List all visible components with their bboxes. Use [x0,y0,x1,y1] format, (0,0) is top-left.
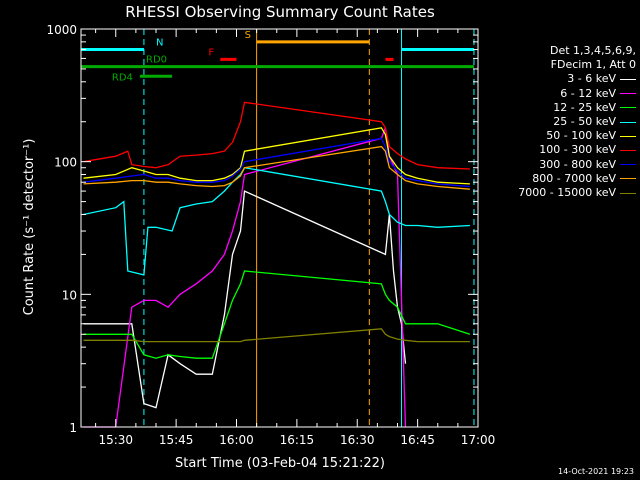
series-line [83,328,470,343]
x-tick-label: 16:15 [280,433,315,447]
legend-label: 100 - 300 keV [539,143,616,157]
legend-label: 12 - 25 keV [553,100,616,114]
x-tick-label: 16:45 [400,433,435,447]
legend-swatch [620,79,636,80]
legend-label: 300 - 800 keV [539,157,616,171]
y-tick-label: 1 [69,421,77,435]
legend-swatch [620,178,636,180]
legend-label: 50 - 100 keV [546,129,616,143]
legend-entry: 100 - 300 keV [476,143,636,157]
y-tick-label: 10 [62,288,77,302]
legend: Det 1,3,4,5,6,9, FDecim 1, Att 0 3 - 6 k… [476,44,636,200]
legend-header-line-1: Det 1,3,4,5,6,9, [549,44,636,57]
flag-bars: N S F RD0 RD4 [81,30,474,83]
legend-label: 800 - 7000 keV [532,171,616,185]
legend-swatch [620,135,636,137]
legend-entry: 7000 - 15000 keV [476,186,636,200]
x-tick-label: 17:00 [461,433,496,447]
legend-label: 6 - 12 keV [560,86,616,100]
legend-entry: 300 - 800 keV [476,158,636,172]
series-line [83,127,407,428]
legend-entry: 3 - 6 keV [476,72,636,86]
series-line [83,101,470,170]
y-tick-label: 1000 [46,23,77,37]
series-line [83,145,470,190]
legend-label: 3 - 6 keV [567,72,616,86]
flag-label: F [208,47,214,58]
legend-swatch [620,164,636,166]
series-line [83,270,471,359]
legend-header-line-2: FDecim 1, Att 0 [550,58,636,72]
y-axis-label: Count Rate (s⁻¹ detector⁻¹) [22,139,37,316]
flag-label: N [156,38,163,49]
series-line [83,190,407,409]
flag-label: S [245,30,251,41]
legend-entry: 25 - 50 keV [476,115,636,129]
legend-label: 7000 - 15000 keV [518,186,616,200]
legend-swatch [620,121,636,123]
timestamp: 14-Oct-2021 19:23 [558,467,634,476]
x-axis-label: Start Time (03-Feb-04 15:21:22) [175,456,385,471]
chart-title: RHESSI Observing Summary Count Rates [125,3,435,21]
x-tick-label: 15:30 [98,433,133,447]
legend-entry: 50 - 100 keV [476,129,636,143]
series-line [83,127,470,185]
legend-swatch [620,107,636,109]
instrument-state-lines [80,29,475,427]
legend-swatch [620,192,636,194]
axes: 15:30 15:45 16:00 16:15 16:30 16:45 17:00 1 10 10… [46,23,495,447]
flag-label: RD0 [146,55,167,66]
x-tick-label: 16:30 [340,433,375,447]
x-tick-label: 16:00 [219,433,254,447]
legend-label: 25 - 50 keV [553,115,616,129]
plot-frame [80,28,479,428]
flag-label: RD4 [112,72,133,83]
legend-swatch [620,93,636,95]
series-line [83,137,470,188]
series-line [83,166,470,276]
legend-swatch [620,150,636,152]
legend-entry: 6 - 12 keV [476,87,636,101]
legend-entry: 12 - 25 keV [476,101,636,115]
y-tick-label: 100 [54,156,77,170]
legend-entry: 800 - 7000 keV [476,172,636,186]
x-tick-label: 15:45 [159,433,194,447]
series-group [83,101,471,428]
